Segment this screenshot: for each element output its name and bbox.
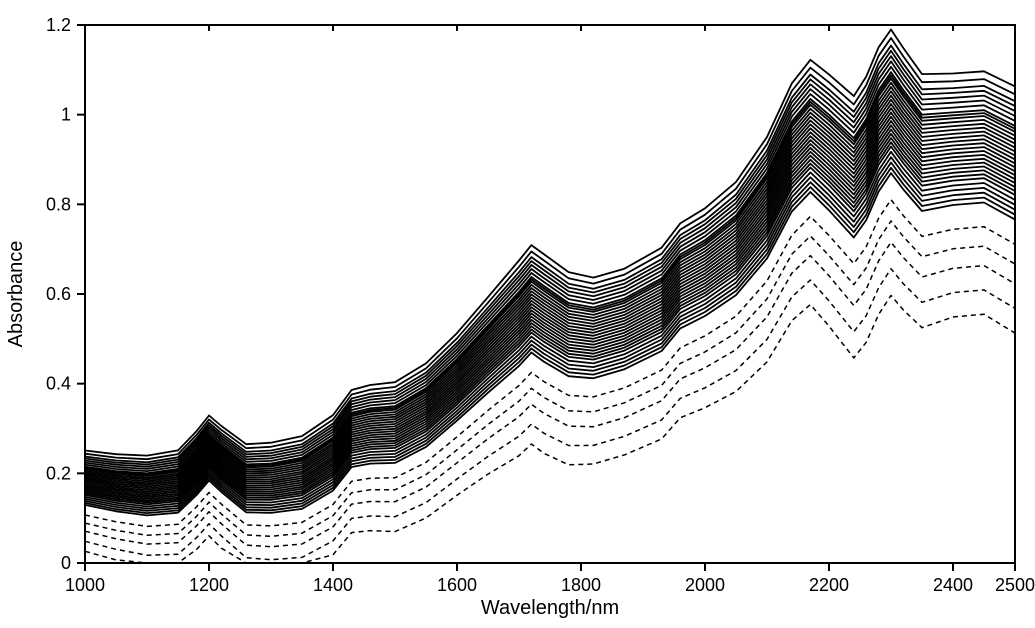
x-tick-label: 2200 [809, 575, 849, 595]
y-tick-label: 0.8 [46, 194, 71, 214]
spectra-bundle [85, 30, 1015, 516]
x-tick-label: 2400 [933, 575, 973, 595]
y-tick-label: 0.6 [46, 284, 71, 304]
y-tick-label: 0.4 [46, 374, 71, 394]
y-axis-label: Absorbance [5, 241, 27, 348]
x-axis-label: Wavelength/nm [481, 597, 619, 619]
x-tick-label: 1600 [437, 575, 477, 595]
x-tick-label: 2500 [995, 575, 1035, 595]
spectra-dashed-group [85, 200, 1015, 563]
spectra-chart: 1000 1200 1400 1600 1800 2000 2200 2400 2500 0 0.2… [0, 0, 1035, 628]
x-tick-label: 1800 [561, 575, 601, 595]
x-tick-label: 1000 [65, 575, 105, 595]
plot-svg: 1000 1200 1400 1600 1800 2000 2200 2400 2500 0 0.2… [0, 0, 1035, 628]
y-tick-label: 0 [61, 553, 71, 573]
spectrum-dashed [85, 269, 1015, 560]
x-tick-label: 2000 [685, 575, 725, 595]
y-tick-label: 0.2 [46, 463, 71, 483]
x-tick-label: 1400 [313, 575, 353, 595]
y-tick-label: 1.2 [46, 15, 71, 35]
spectrum-dashed [85, 242, 1015, 547]
x-tick-label: 1200 [189, 575, 229, 595]
y-tick-label: 1 [61, 105, 71, 125]
